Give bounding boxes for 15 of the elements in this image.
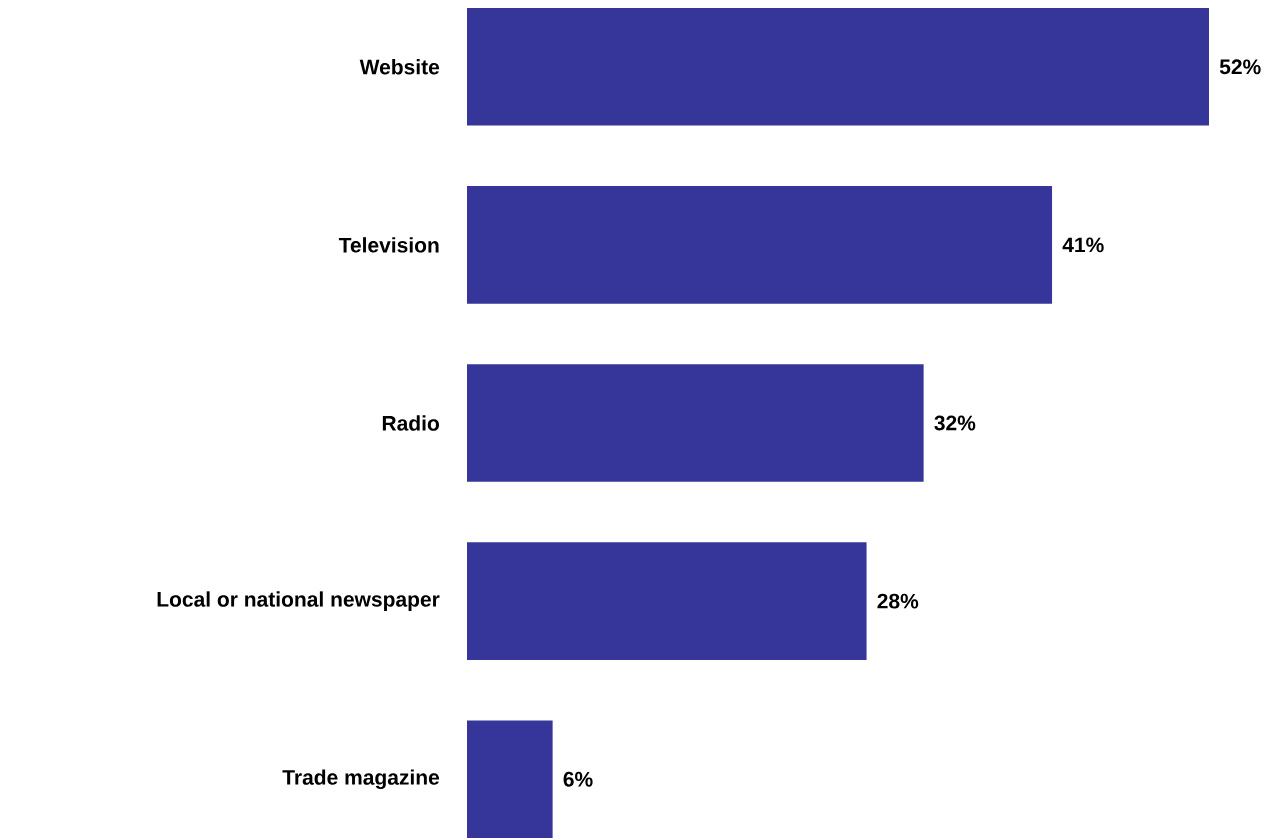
bar	[467, 186, 1053, 304]
bar	[467, 542, 867, 660]
y-tick-label: Trade magazine	[282, 769, 440, 790]
y-tick-label: Television	[338, 237, 439, 253]
bar	[467, 720, 553, 838]
data-label: 6%	[563, 771, 593, 787]
y-tick-label: Website	[359, 59, 440, 75]
data-label: 52%	[1219, 59, 1261, 75]
y-tick-label: Radio	[382, 415, 439, 431]
data-label: 28%	[877, 593, 919, 609]
data-label: 32%	[934, 415, 976, 431]
bar	[467, 8, 1210, 126]
data-label: 41%	[1062, 237, 1104, 253]
bar	[467, 364, 924, 482]
y-tick-label: Local or national newspaper	[157, 591, 440, 611]
